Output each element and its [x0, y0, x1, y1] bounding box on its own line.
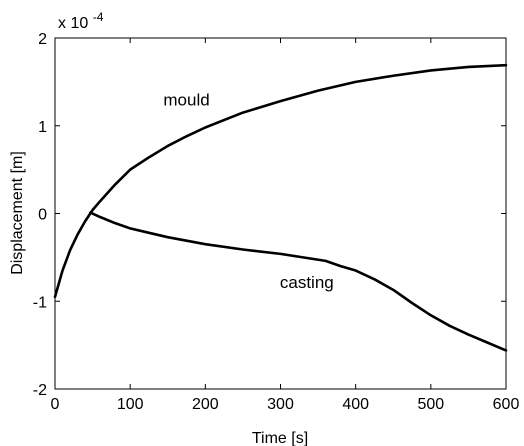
x-tick-label: 600: [493, 396, 520, 413]
y-tick-label: -2: [33, 382, 47, 399]
series-line-1: [89, 211, 508, 352]
plot-frame: [54, 37, 507, 390]
x-tick-label: 100: [117, 396, 144, 413]
x-tick-label: 200: [192, 396, 219, 413]
series-layer: [53, 63, 508, 352]
y-tick-label: 0: [38, 207, 47, 224]
y-axis-multiplier-base: x 10: [58, 15, 88, 32]
x-tick-label: 500: [417, 396, 444, 413]
labels-layer: 0 100 200 300 400 500 600 -2 -1 0 1 2 mould casting: [33, 31, 520, 413]
y-tick-label: -1: [33, 294, 47, 311]
y-axis-title: Displacement [m]: [9, 151, 26, 275]
y-tick-label: 2: [38, 31, 47, 48]
ticks-layer: [54, 37, 507, 390]
y-axis-multiplier-exponent: -4: [93, 10, 104, 24]
series-line-0: [53, 63, 508, 299]
y-tick-label: 1: [38, 119, 47, 136]
x-tick-label: 300: [267, 396, 294, 413]
x-axis-title: Time [s]: [252, 430, 308, 446]
x-tick-label: 0: [51, 396, 60, 413]
curve-annotation: casting: [280, 273, 334, 292]
y-axis-multiplier: x 10 -4: [58, 10, 104, 32]
curve-annotation: mould: [163, 90, 209, 109]
x-tick-label: 400: [342, 396, 369, 413]
